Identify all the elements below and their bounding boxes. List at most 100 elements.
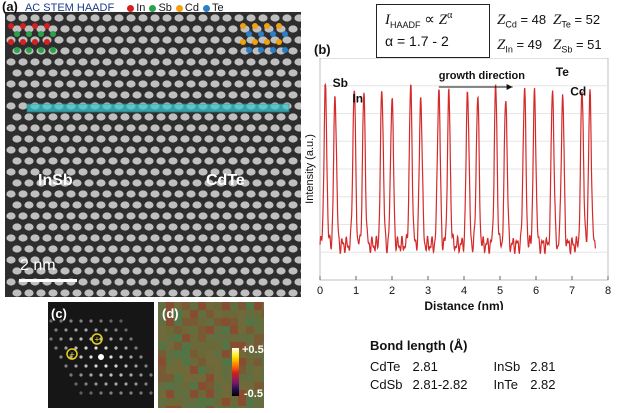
atom-column (66, 80, 76, 88)
strain-cell (222, 302, 230, 310)
atom-column (90, 80, 100, 88)
atom-column (288, 91, 298, 99)
atom-column (174, 58, 184, 66)
atom-column (288, 157, 298, 165)
atom-column (24, 201, 34, 209)
atom-column (6, 102, 16, 110)
strain-cell (190, 398, 198, 406)
strain-cell (174, 342, 182, 350)
atom-column (48, 25, 58, 33)
atom-column (300, 269, 301, 273)
atom-column (54, 58, 64, 66)
atom-column (150, 212, 160, 220)
strain-cell (254, 326, 262, 334)
fft-spot (114, 364, 118, 368)
atom-column (276, 135, 286, 143)
atom-column (102, 36, 112, 44)
atom-column (108, 289, 118, 297)
atom-column (36, 267, 46, 275)
strain-cell (214, 334, 222, 342)
strain-cell (262, 342, 264, 350)
atom-column (96, 25, 106, 33)
legend-dot (127, 4, 135, 12)
atom-marker (264, 23, 270, 29)
strain-cell (158, 358, 166, 366)
atom-column (144, 223, 154, 231)
atom-column (222, 212, 232, 220)
strain-cell (198, 302, 206, 310)
panel-d-label: (d) (162, 306, 179, 321)
atom-column (192, 223, 202, 231)
atom-column (78, 212, 88, 220)
atom-column (42, 146, 52, 154)
atom-column (180, 267, 190, 275)
fft-spot (99, 319, 103, 323)
atom-column (96, 223, 106, 231)
strain-cell (230, 406, 238, 408)
atom-column (216, 201, 226, 209)
strain-cell (198, 382, 206, 390)
atom-column (18, 80, 28, 88)
strain-cell (246, 382, 254, 390)
strain-cell (238, 366, 246, 374)
atom-column (198, 36, 208, 44)
atom-column (288, 135, 298, 143)
legend-element: Cd (184, 2, 199, 14)
atom-column (108, 179, 118, 187)
element-legend: In Sb Cd Te (123, 2, 224, 14)
atom-column (66, 58, 76, 66)
atom-column (174, 278, 184, 286)
atom-marker (270, 47, 276, 53)
fft-spot (144, 382, 148, 386)
atom-column (198, 14, 208, 22)
atom-column (276, 179, 286, 187)
strain-cell (222, 310, 230, 318)
atom-column (288, 179, 298, 187)
atom-column (96, 201, 106, 209)
atom-column (60, 47, 70, 55)
atom-column (6, 212, 16, 220)
atom-column (96, 135, 106, 143)
atom-column (156, 135, 166, 143)
atom-column (96, 157, 106, 165)
atom-column (144, 289, 154, 297)
atom-column (198, 234, 208, 242)
fft-spot (64, 364, 68, 368)
strain-cell (166, 398, 174, 406)
atom-column (204, 113, 214, 121)
atom-column (168, 201, 178, 209)
atom-column (42, 124, 52, 132)
eq-z: Z (438, 12, 448, 28)
fft-spot (74, 346, 78, 350)
fft-spots (49, 319, 153, 395)
atom-column (294, 190, 301, 198)
atom-column (120, 25, 130, 33)
atom-column (294, 168, 301, 176)
atom-column (282, 190, 292, 198)
atom-marker (282, 31, 288, 37)
atom-column (96, 289, 106, 297)
atom-column (150, 36, 160, 44)
strain-cell (238, 390, 246, 398)
atom-column (174, 168, 184, 176)
atom-column (234, 146, 244, 154)
atom-column (150, 190, 160, 198)
strain-cell (206, 374, 214, 382)
fft-spot (144, 364, 148, 368)
atom-column (210, 190, 220, 198)
atom-column (288, 245, 298, 253)
atom-overlay-left (8, 23, 56, 53)
atom-column (246, 234, 256, 242)
atom-column (210, 124, 220, 132)
strain-cell (158, 350, 166, 358)
strain-cell (174, 326, 182, 334)
atom-column (168, 25, 178, 33)
fft-spot (84, 328, 88, 332)
strain-cell (182, 366, 190, 374)
atom-column (288, 267, 298, 275)
atom-column (150, 278, 160, 286)
fft-spot (149, 373, 153, 377)
atom-column (36, 135, 46, 143)
atom-marker (246, 31, 252, 37)
atom-column (222, 146, 232, 154)
